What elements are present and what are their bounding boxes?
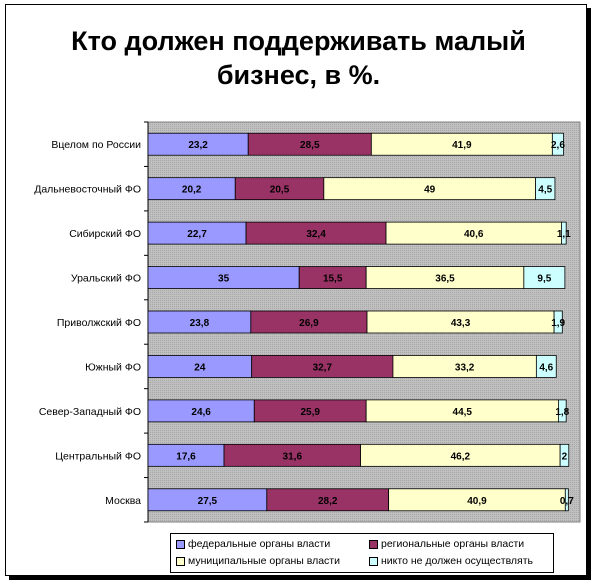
data-label-municipal: 49	[424, 185, 436, 196]
data-label-federal: 22,7	[187, 229, 207, 240]
bar-nobody	[535, 355, 557, 378]
data-label-nobody: 2	[562, 451, 568, 462]
data-label-municipal: 40,9	[467, 496, 487, 507]
data-label-nobody: 1,8	[555, 407, 569, 418]
legend-label-nobody: никто не должен осуществлять	[381, 555, 534, 567]
data-label-federal: 24	[194, 362, 206, 373]
data-label-regional: 28,5	[300, 140, 320, 151]
data-label-regional: 20,5	[270, 185, 290, 196]
category-label: Приволжский ФО	[57, 317, 141, 329]
data-label-federal: 35	[218, 274, 230, 285]
data-label-regional: 31,6	[283, 451, 303, 462]
data-label-municipal: 44,5	[453, 407, 473, 418]
legend-label-regional: региональные органы власти	[381, 538, 525, 550]
category-label: Уральский ФО	[71, 273, 141, 285]
category-label: Вцелом по России	[51, 139, 141, 151]
category-label: Москва	[105, 495, 141, 507]
legend-item-municipal: муниципальные органы власти	[176, 553, 340, 569]
legend-label-municipal: муниципальные органы власти	[188, 555, 340, 567]
data-label-municipal: 43,3	[451, 318, 471, 329]
data-label-municipal: 33,2	[455, 362, 475, 373]
legend-swatch-regional	[369, 539, 378, 549]
data-label-federal: 24,6	[191, 407, 211, 418]
category-label: Север-Западный ФО	[39, 406, 141, 418]
data-label-federal: 17,6	[176, 451, 196, 462]
data-label-federal: 23,8	[190, 318, 210, 329]
data-label-federal: 27,5	[198, 496, 218, 507]
legend-swatch-nobody	[369, 556, 378, 566]
bar-nobody	[551, 132, 564, 156]
legend-swatch-federal	[176, 539, 185, 549]
category-label: Центральный ФО	[55, 450, 141, 462]
data-label-nobody: 1,9	[551, 318, 565, 329]
category-label: Сибирский ФО	[69, 228, 141, 240]
chart-title-line-1: Кто должен поддерживать малый	[71, 26, 526, 56]
data-label-federal: 20,2	[182, 185, 202, 196]
data-label-nobody: 2,6	[551, 140, 565, 151]
legend: федеральные органы власти региональные о…	[170, 533, 554, 573]
data-label-municipal: 40,6	[464, 229, 484, 240]
data-label-nobody: 0,7	[560, 496, 574, 507]
data-label-regional: 25,9	[300, 407, 320, 418]
bar-nobody	[523, 266, 566, 289]
data-label-regional: 32,7	[313, 362, 333, 373]
data-label-nobody: 4,5	[538, 185, 552, 196]
data-label-municipal: 41,9	[452, 140, 472, 151]
data-label-nobody: 9,5	[537, 274, 551, 285]
bar-nobody	[535, 177, 556, 201]
legend-item-nobody: никто не должен осуществлять	[369, 553, 533, 569]
chart-title: Кто должен поддерживать малый бизнес, в …	[0, 24, 597, 92]
bar-nobody	[561, 221, 567, 245]
bar-nobody	[553, 310, 563, 334]
legend-item-federal: федеральные органы власти	[176, 536, 330, 552]
data-label-nobody: 4,6	[539, 362, 553, 373]
bar-nobody	[564, 488, 569, 512]
legend-swatch-municipal	[176, 556, 185, 566]
data-label-regional: 26,9	[299, 318, 319, 329]
data-label-municipal: 36,5	[435, 274, 455, 285]
category-label: Дальневосточный ФО	[34, 184, 141, 196]
data-label-regional: 32,4	[306, 229, 326, 240]
data-label-regional: 28,2	[318, 496, 338, 507]
legend-item-regional: региональные органы власти	[369, 536, 524, 552]
category-label: Южный ФО	[85, 361, 141, 373]
legend-label-federal: федеральные органы власти	[188, 538, 331, 550]
data-label-regional: 15,5	[323, 274, 343, 285]
data-label-federal: 23,2	[188, 140, 208, 151]
data-label-nobody: 1,1	[557, 229, 571, 240]
bar-nobody	[559, 443, 570, 467]
chart-title-line-2: бизнес, в %.	[216, 60, 381, 90]
data-label-municipal: 46,2	[451, 451, 471, 462]
bar-nobody	[558, 399, 567, 423]
